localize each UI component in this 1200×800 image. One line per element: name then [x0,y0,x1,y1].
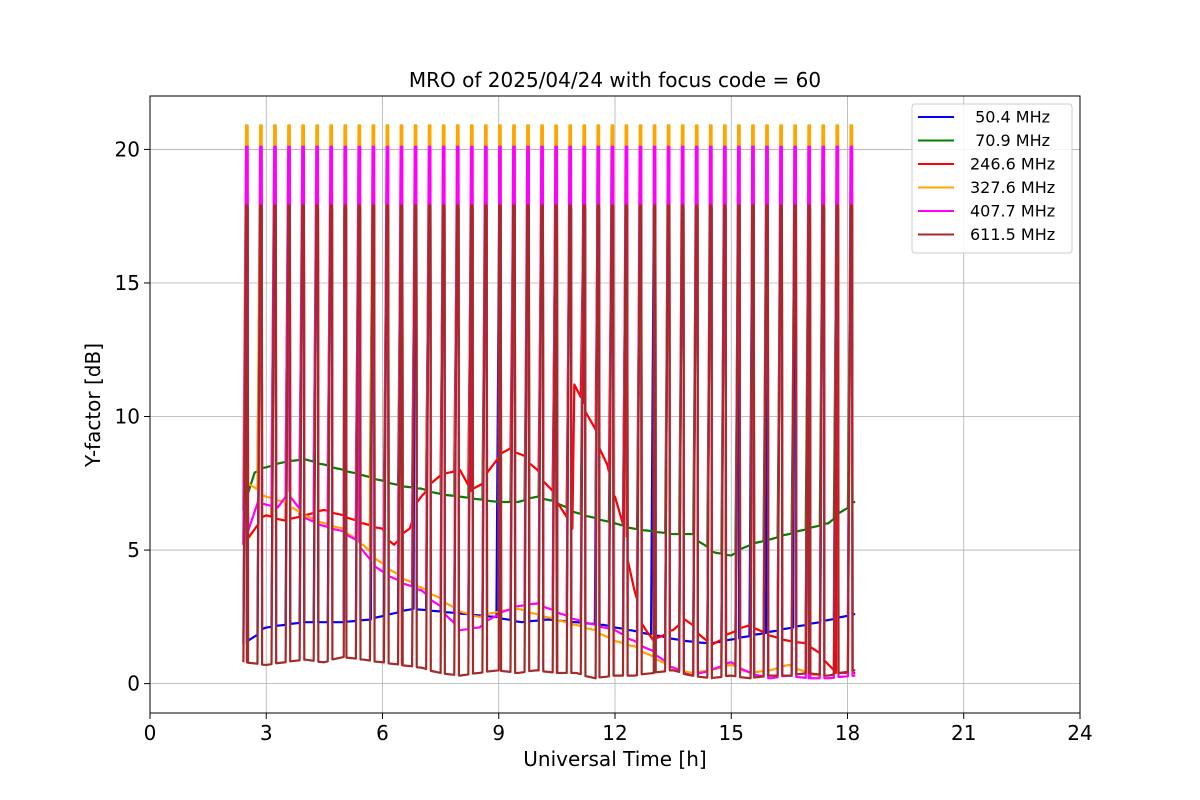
x-tick-label: 9 [492,721,505,745]
legend-label: 407.7 MHz [970,202,1055,221]
x-tick-label: 3 [260,721,273,745]
x-axis-label: Universal Time [h] [523,747,706,771]
x-tick-label: 6 [376,721,389,745]
y-tick-label: 5 [127,538,140,562]
series-line [242,204,856,680]
legend: 50.4 MHz 70.9 MHz 246.6 MHz 327.6 MHz 407.7… [911,103,1073,254]
y-tick-label: 10 [115,405,140,429]
y-tick-label: 15 [115,271,140,295]
legend-label: 327.6 MHz [970,178,1055,197]
x-tick-label: 12 [602,721,627,745]
series-layer [242,124,856,680]
ticks-layer: 0 3 6 9 12 15 18 21 24 0 5 10 15 20 [115,137,1093,745]
series-line [242,145,856,680]
y-tick-label: 0 [127,672,140,696]
y-tick-label: 20 [115,137,140,161]
x-tick-label: 0 [144,721,157,745]
chart-title: MRO of 2025/04/24 with focus code = 60 [409,68,821,92]
legend-label: 246.6 MHz [970,155,1055,174]
x-tick-label: 15 [719,721,744,745]
legend-label: 611.5 MHz [970,225,1055,244]
x-tick-label: 18 [835,721,860,745]
legend-label: 70.9 MHz [970,131,1050,150]
x-tick-label: 24 [1067,721,1092,745]
x-tick-label: 21 [951,721,976,745]
legend-label: 50.4 MHz [970,108,1050,127]
y-axis-label: Y-factor [dB] [81,343,105,468]
